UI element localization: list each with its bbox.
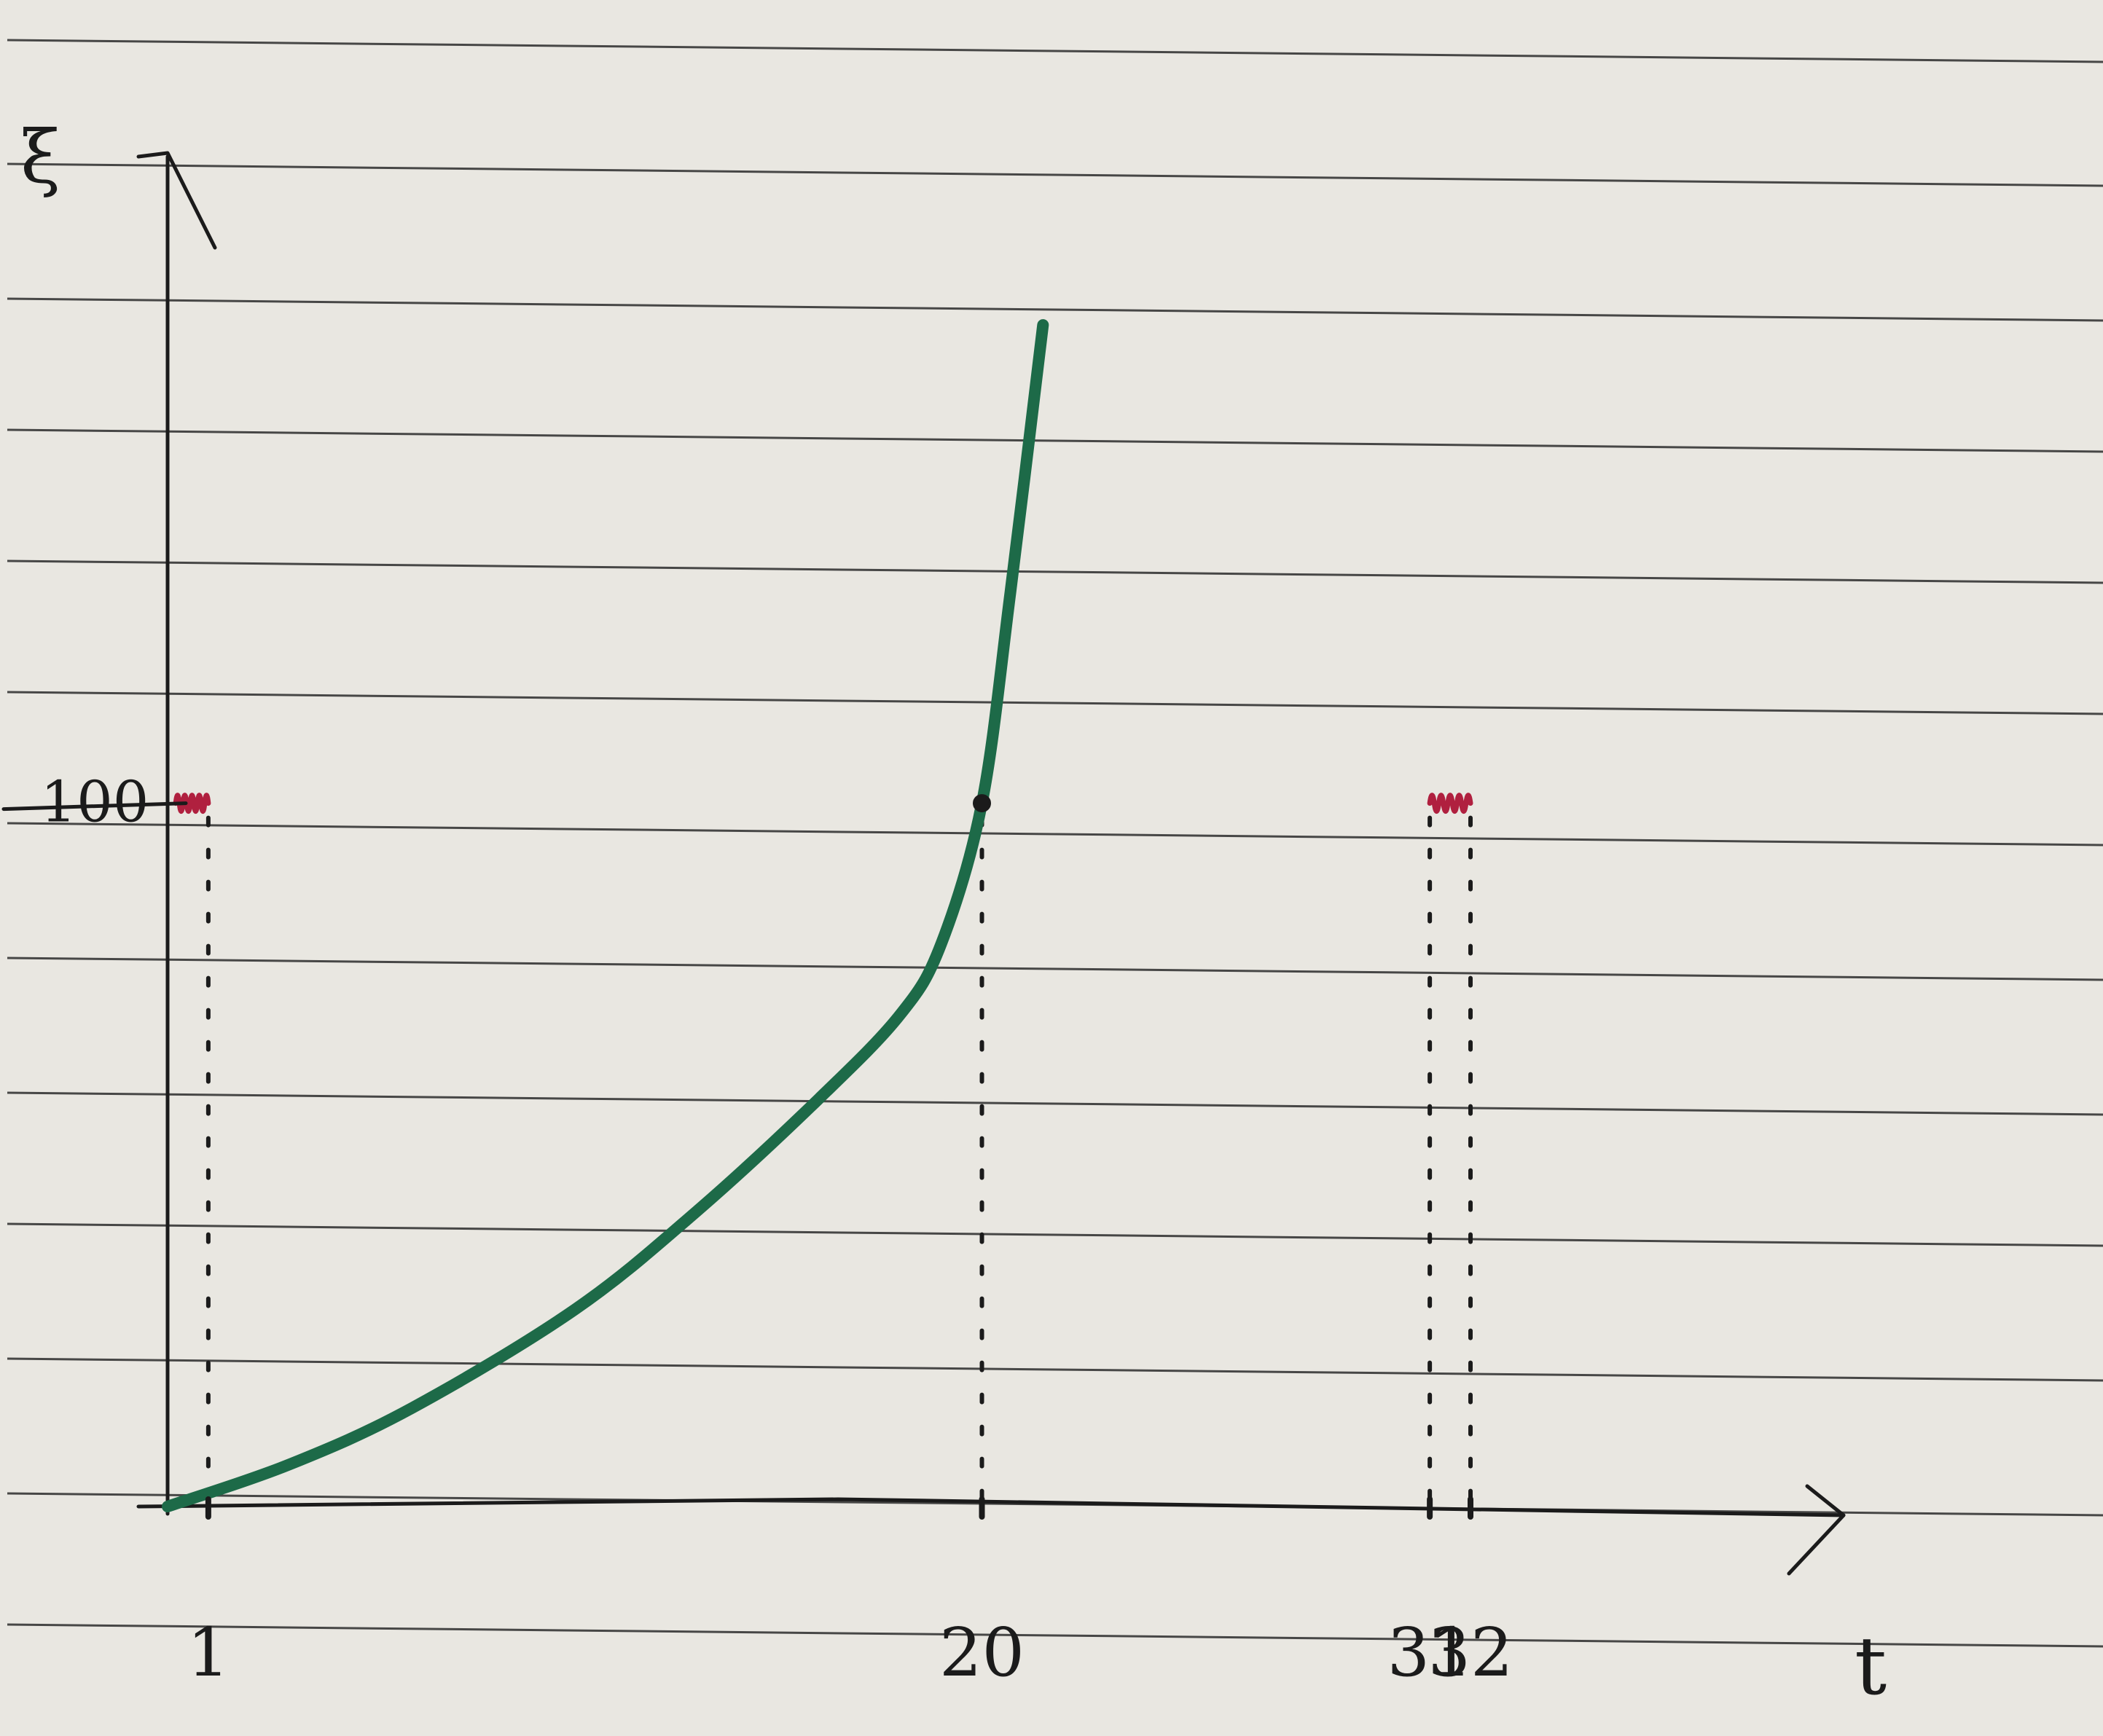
point-markers bbox=[973, 794, 991, 813]
curve-point-marker bbox=[973, 794, 991, 813]
x-tick-label: 20 bbox=[939, 1614, 1025, 1692]
ruled-line bbox=[7, 162, 2103, 187]
ruled-line bbox=[7, 822, 2103, 847]
growth-curve bbox=[162, 319, 1049, 1512]
x-axis-label: t bbox=[1855, 1619, 1887, 1713]
squiggle-segment bbox=[1427, 793, 1473, 814]
ruled-line bbox=[7, 559, 2103, 584]
ruled-line bbox=[7, 428, 2103, 453]
ruled-line bbox=[7, 1222, 2103, 1247]
squiggle-segment bbox=[173, 793, 211, 814]
x-tick-label: 1 bbox=[187, 1614, 230, 1692]
ruled-line bbox=[7, 297, 2103, 322]
ruled-line bbox=[7, 1357, 2103, 1382]
curve-series bbox=[162, 319, 1049, 1512]
y-axis-arrowhead bbox=[136, 151, 217, 250]
y-axis-label: ξ bbox=[20, 114, 60, 200]
ruled-line bbox=[7, 691, 2103, 715]
ruled-line bbox=[7, 957, 2103, 981]
x-axis-line bbox=[136, 1497, 1846, 1517]
ruled-line bbox=[7, 1623, 2103, 1648]
squiggle-series bbox=[173, 793, 1473, 814]
y-tick-label: 100 bbox=[41, 770, 149, 836]
notebook-ruled-lines bbox=[7, 39, 2103, 1648]
x-tick-label: 32 bbox=[1428, 1614, 1513, 1692]
x-tick-label: 31 bbox=[1387, 1614, 1473, 1692]
y-tick-mark bbox=[1, 801, 188, 812]
ruled-line bbox=[7, 39, 2103, 63]
x-axis-arrowhead bbox=[1787, 1484, 1846, 1576]
ruled-line bbox=[7, 1091, 2103, 1116]
axes bbox=[136, 151, 1846, 1576]
